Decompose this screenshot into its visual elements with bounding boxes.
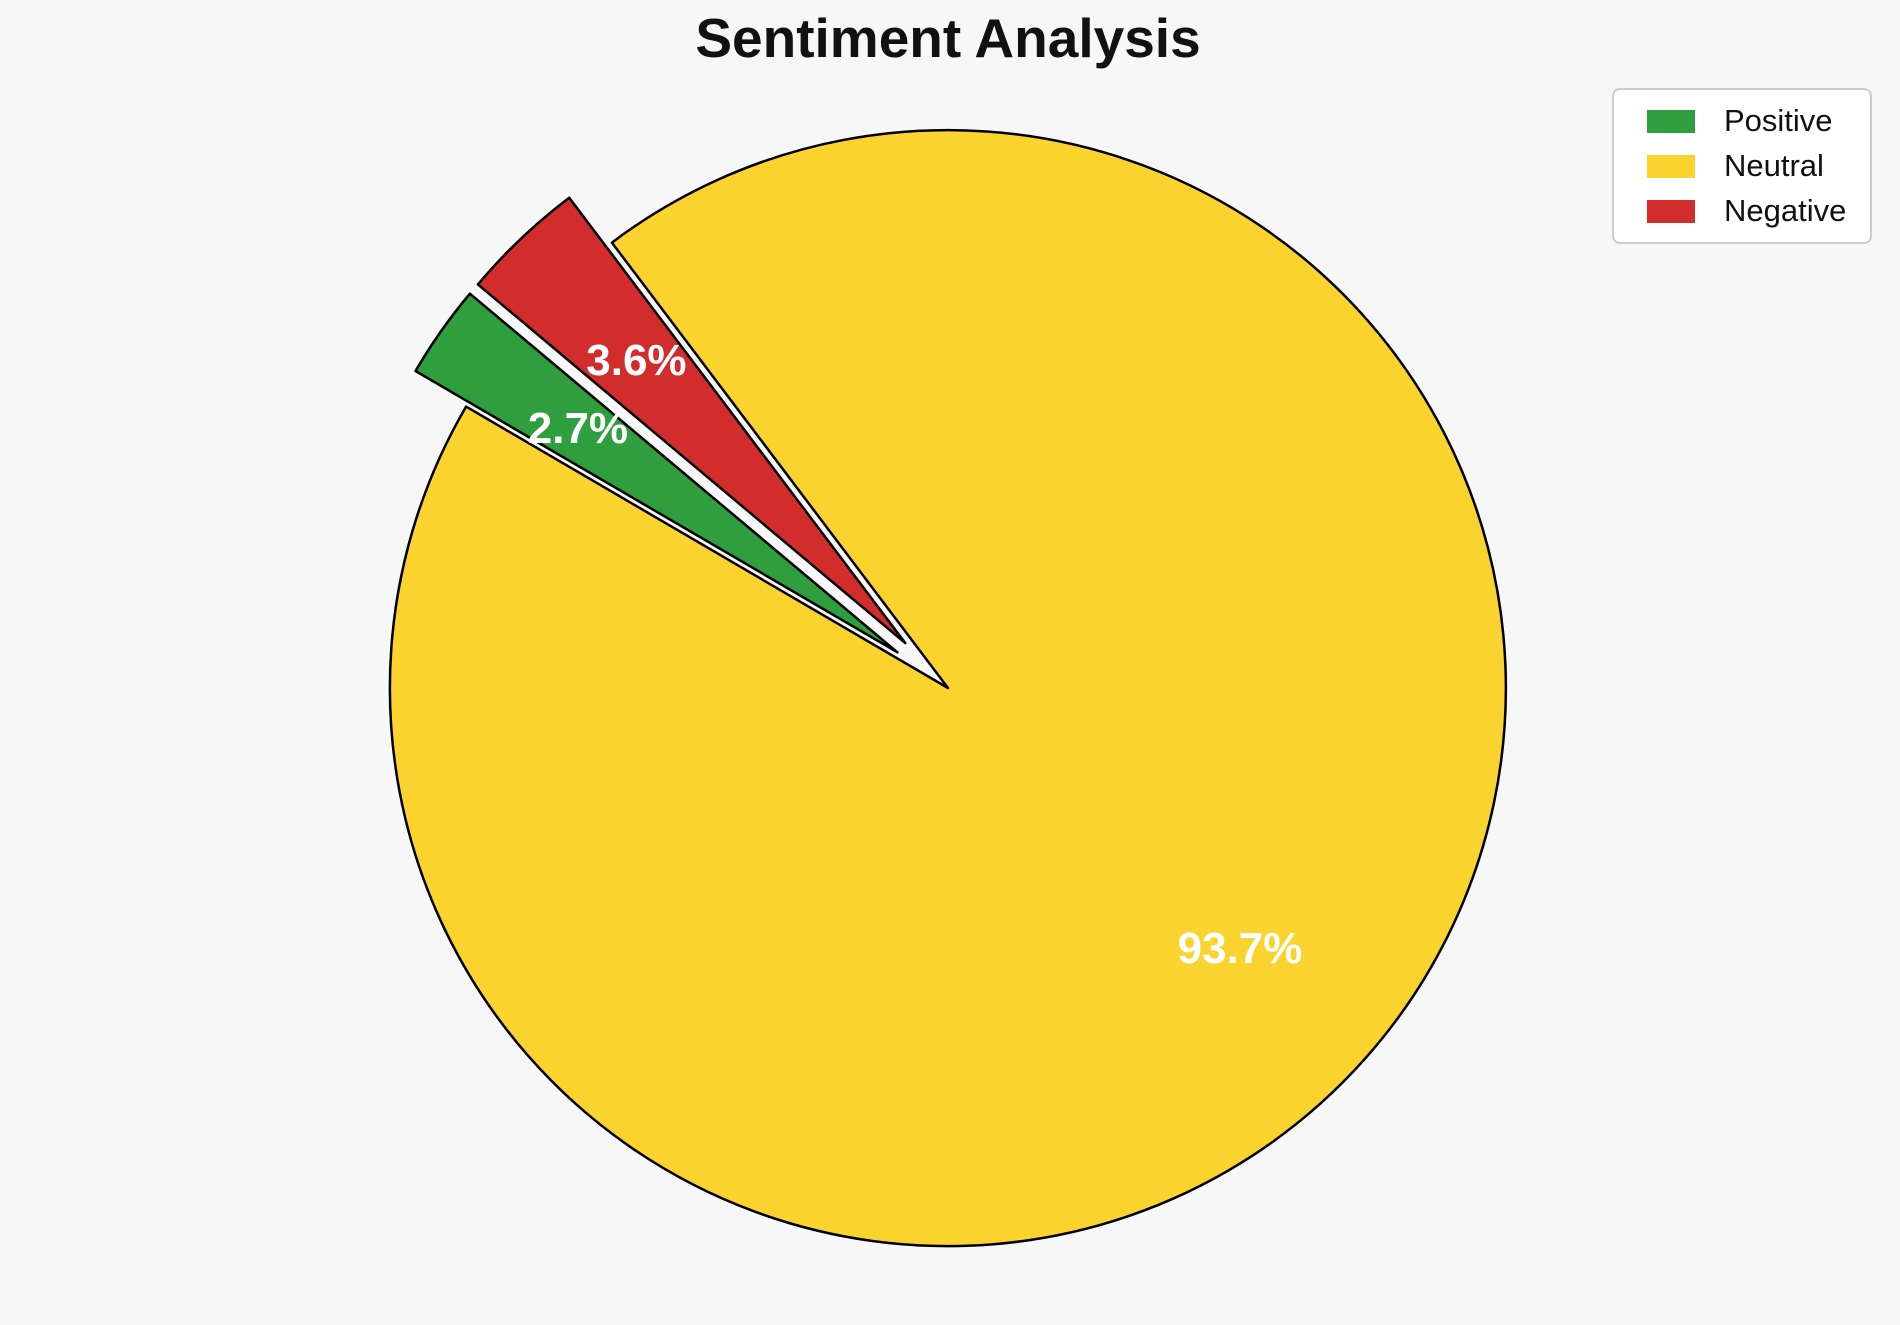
pct-label-neutral: 93.7% xyxy=(1178,924,1303,973)
legend: Positive Neutral Negative xyxy=(1612,88,1872,244)
pie-slice-positive xyxy=(414,292,899,654)
legend-swatch-positive xyxy=(1647,109,1695,133)
legend-swatch-neutral xyxy=(1647,154,1695,178)
chart-title: Sentiment Analysis xyxy=(695,7,1201,69)
pie-slice-neutral xyxy=(388,128,1508,1248)
pct-label-positive: 2.7% xyxy=(528,404,628,453)
legend-item-positive: Positive xyxy=(1647,103,1852,139)
legend-label-negative: Negative xyxy=(1724,193,1847,228)
legend-item-neutral: Neutral xyxy=(1647,148,1852,184)
legend-item-negative: Negative xyxy=(1647,193,1852,229)
legend-label-positive: Positive xyxy=(1724,103,1833,138)
pct-label-negative: 3.6% xyxy=(586,336,686,385)
legend-swatch-negative xyxy=(1647,199,1695,223)
legend-label-neutral: Neutral xyxy=(1724,148,1824,183)
pie-slice-negative xyxy=(476,196,907,645)
